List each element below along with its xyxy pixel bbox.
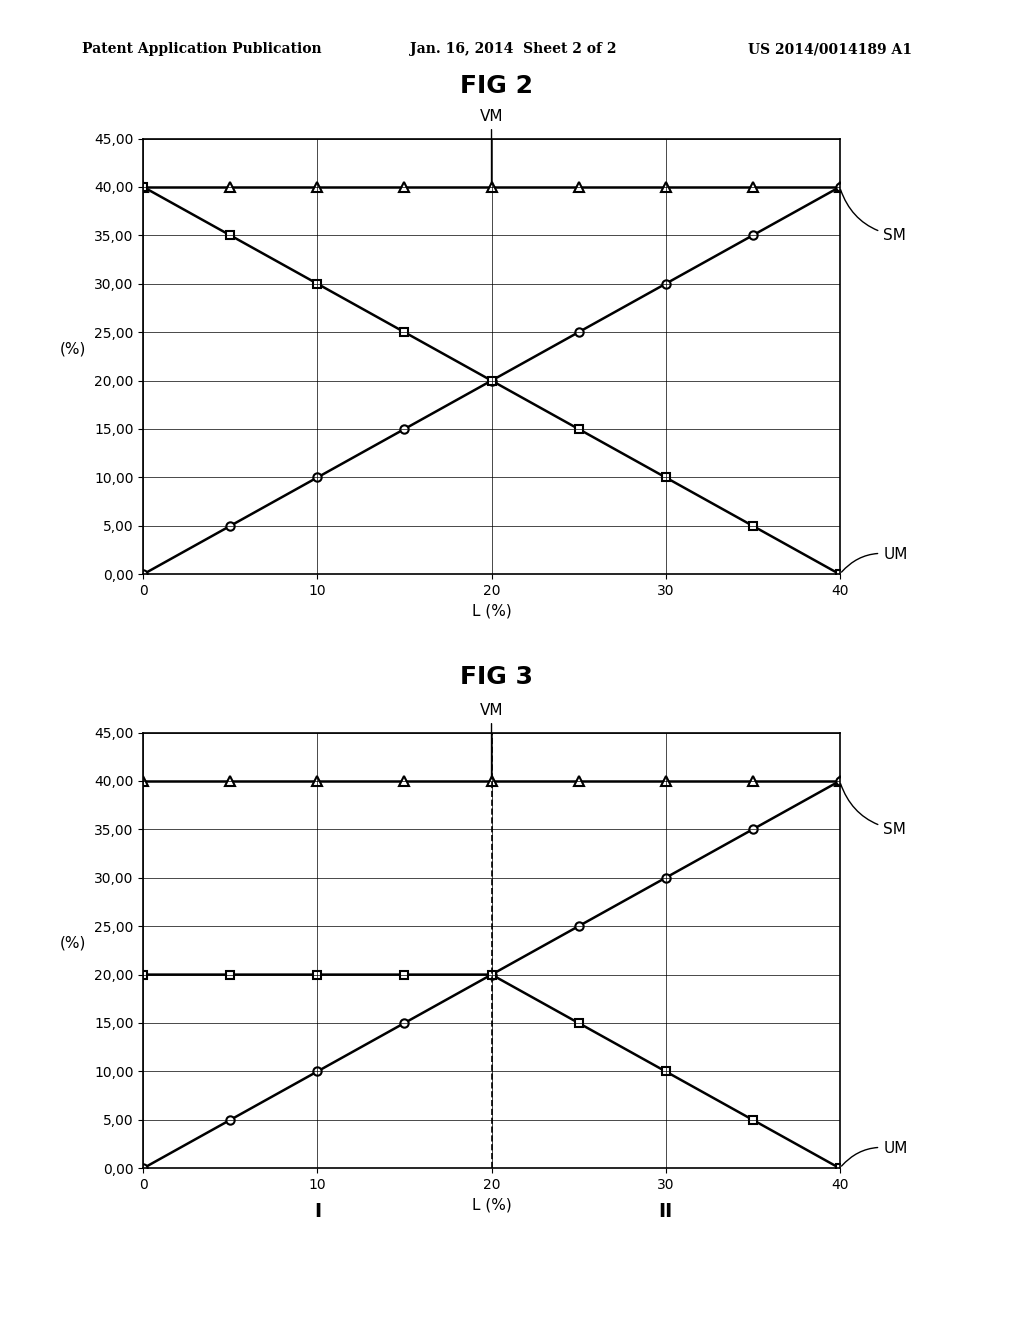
- Text: VM: VM: [480, 110, 503, 185]
- Text: SM: SM: [841, 784, 906, 837]
- Text: FIG 3: FIG 3: [460, 665, 534, 689]
- Text: FIG 2: FIG 2: [460, 74, 534, 98]
- X-axis label: L (%): L (%): [472, 1197, 511, 1213]
- Text: UM: UM: [842, 548, 907, 572]
- X-axis label: L (%): L (%): [472, 603, 511, 619]
- Text: Patent Application Publication: Patent Application Publication: [82, 42, 322, 57]
- Text: II: II: [658, 1203, 673, 1221]
- Text: US 2014/0014189 A1: US 2014/0014189 A1: [748, 42, 911, 57]
- Text: SM: SM: [841, 190, 906, 243]
- Text: Jan. 16, 2014  Sheet 2 of 2: Jan. 16, 2014 Sheet 2 of 2: [410, 42, 616, 57]
- Text: VM: VM: [480, 704, 503, 779]
- Text: I: I: [314, 1203, 321, 1221]
- Text: UM: UM: [842, 1142, 907, 1166]
- Y-axis label: (%): (%): [60, 342, 86, 356]
- Y-axis label: (%): (%): [60, 936, 86, 950]
